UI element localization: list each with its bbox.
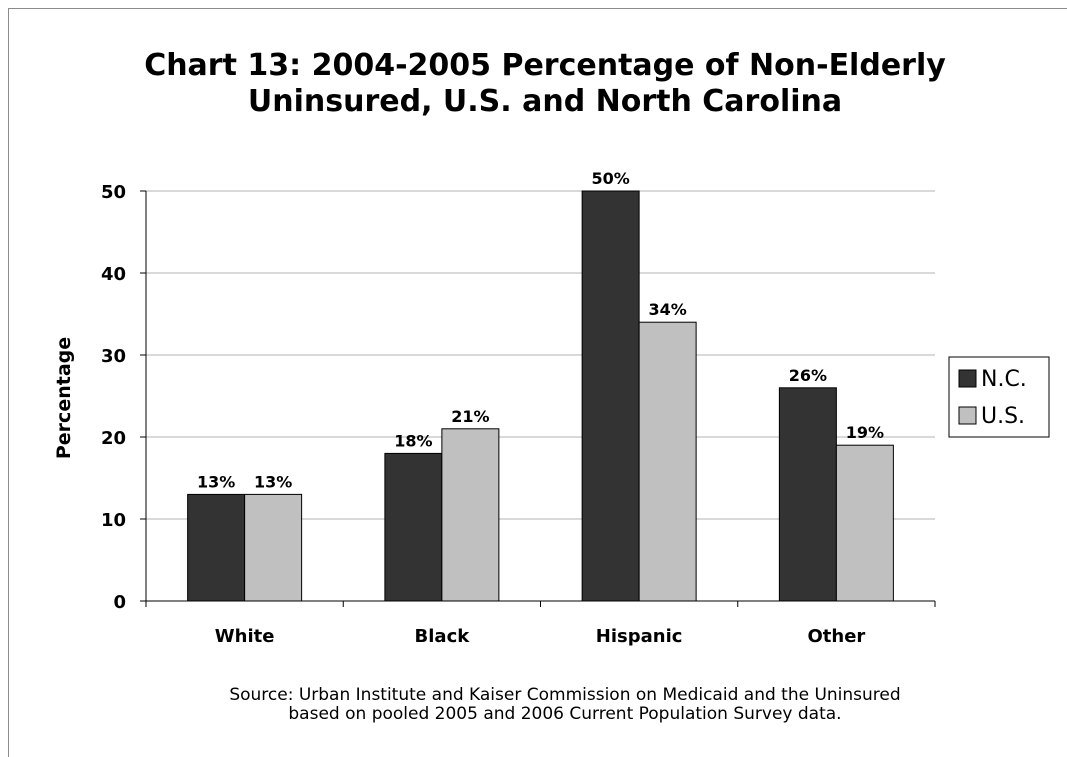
x-tick-label: Hispanic — [596, 626, 683, 647]
y-tick-label: 40 — [101, 264, 126, 285]
y-tick-label: 30 — [101, 346, 126, 367]
bar-us-black — [441, 428, 500, 602]
y-axis-label: Percentage — [53, 337, 75, 459]
data-label: 34% — [648, 300, 686, 319]
bar-nc-other — [778, 387, 837, 602]
source-line-2: based on pooled 2005 and 2006 Current Po… — [288, 704, 842, 724]
data-label: 50% — [591, 169, 629, 188]
x-tick-label: Black — [415, 626, 471, 647]
chart-title-line-1: Chart 13: 2004-2005 Percentage of Non-El… — [144, 48, 946, 83]
data-label: 18% — [394, 431, 432, 450]
legend-swatch — [958, 369, 977, 388]
chart-title-line-2: Uninsured, U.S. and North Carolina — [247, 84, 843, 119]
data-label: 13% — [197, 472, 235, 491]
bars — [187, 190, 894, 602]
bar-us-white — [244, 493, 303, 602]
bar-us-other — [835, 444, 894, 602]
x-tick-label: Other — [807, 626, 865, 647]
bar-nc-hispanic — [581, 190, 640, 602]
legend-entry: N.C. — [981, 367, 1027, 392]
y-tick-label: 0 — [113, 592, 126, 613]
legend: N.C. U.S. — [948, 356, 1050, 438]
data-label: 21% — [451, 407, 489, 426]
data-label: 19% — [846, 423, 884, 442]
data-label: 26% — [789, 366, 827, 385]
x-tick-label: White — [215, 626, 275, 647]
axes: 0 10 20 30 40 50 White Black Hispanic Other — [101, 182, 936, 647]
source-line-1: Source: Urban Institute and Kaiser Commi… — [229, 685, 901, 705]
legend-entry: U.S. — [981, 404, 1025, 429]
data-labels: 13% 13% 18% 21% 50% 34% 26% 19% — [197, 169, 884, 491]
source-note: Source: Urban Institute and Kaiser Commi… — [0, 686, 1067, 724]
chart-title: Chart 13: 2004-2005 Percentage of Non-El… — [0, 48, 1067, 120]
data-label: 13% — [254, 472, 292, 491]
bar-nc-white — [187, 493, 246, 602]
y-tick-label: 20 — [101, 428, 126, 449]
y-tick-label: 10 — [101, 510, 126, 531]
bar-us-hispanic — [638, 321, 697, 602]
bar-nc-black — [384, 452, 443, 602]
chart-frame — [8, 8, 1067, 757]
y-tick-label: 50 — [101, 182, 126, 203]
legend-swatch — [958, 406, 977, 425]
